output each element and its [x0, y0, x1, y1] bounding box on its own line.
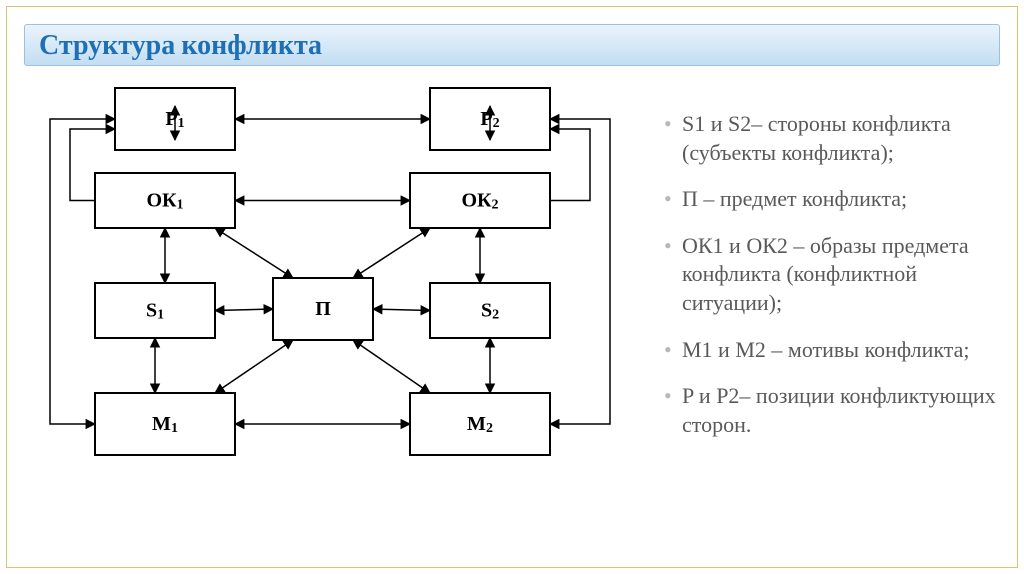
legend-item: ОК1 и ОК2 – образы предмета конфликта (к… — [660, 232, 1000, 318]
page-title: Структура конфликта — [39, 29, 322, 62]
legend-item: S1 и S2– стороны конфликта (субъекты кон… — [660, 110, 1000, 167]
legend-item: М1 и М2 – мотивы конфликта; — [660, 336, 1000, 365]
legend-item: П – предмет конфликта; — [660, 185, 1000, 214]
legend: S1 и S2– стороны конфликта (субъекты кон… — [660, 110, 1000, 457]
conflict-structure-diagram: P1P2ОК1ОК2S1S2ПM1M2 — [30, 78, 640, 548]
title-bar: Структура конфликта — [24, 24, 1000, 66]
legend-item: P и Р2– позиции конфликтующих сторон. — [660, 382, 1000, 439]
svg-text:П: П — [315, 298, 331, 320]
